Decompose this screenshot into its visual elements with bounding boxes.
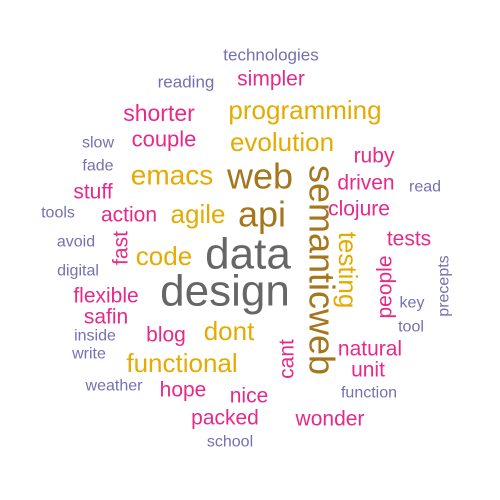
word-clojure: clojure: [328, 198, 390, 221]
word-hope: hope: [160, 379, 207, 402]
word-unit: unit: [351, 359, 385, 382]
word-design: design: [160, 267, 290, 316]
word-reading: reading: [158, 73, 215, 92]
word-couple: couple: [132, 127, 197, 152]
word-digital: digital: [57, 263, 99, 280]
word-natural: natural: [338, 338, 402, 361]
word-shorter: shorter: [123, 100, 195, 126]
word-action: action: [101, 204, 157, 227]
word-programming: programming: [228, 95, 381, 125]
word-functional: functional: [126, 348, 237, 378]
word-inside: inside: [74, 328, 116, 345]
word-stuff: stuff: [73, 181, 112, 204]
word-tool: tool: [398, 319, 424, 336]
word-write: write: [71, 346, 106, 363]
word-precepts: precepts: [436, 255, 453, 316]
word-nice: nice: [230, 385, 269, 408]
word-emacs: emacs: [131, 160, 213, 191]
word-blog: blog: [146, 324, 186, 347]
word-school: school: [207, 434, 253, 451]
word-tools: tools: [41, 205, 75, 222]
word-avoid: avoid: [57, 234, 95, 251]
word-packed: packed: [191, 407, 259, 430]
word-flexible: flexible: [73, 285, 138, 308]
word-simpler: simpler: [237, 68, 305, 91]
word-technologies: technologies: [223, 46, 318, 65]
word-wonder: wonder: [295, 408, 365, 431]
word-api: api: [238, 194, 286, 235]
word-driven: driven: [337, 172, 394, 195]
word-weather: weather: [85, 378, 144, 395]
word-dont: dont: [204, 316, 255, 346]
word-tests: tests: [387, 228, 431, 251]
word-fast: fast: [110, 231, 133, 265]
word-read: read: [409, 179, 441, 196]
word-evolution: evolution: [230, 127, 334, 157]
word-semanticweb: semanticweb: [302, 165, 343, 375]
word-function: function: [341, 385, 397, 402]
word-group: technologies reading simpler shorter program…: [41, 46, 452, 451]
word-safin: safin: [84, 306, 128, 329]
word-key: key: [400, 295, 425, 312]
word-testing: testing: [333, 232, 363, 309]
word-agile: agile: [171, 199, 226, 229]
word-people: people: [374, 255, 397, 318]
word-ruby: ruby: [354, 145, 395, 168]
word-code: code: [136, 241, 192, 271]
word-web: web: [226, 156, 293, 197]
word-data: data: [205, 230, 291, 279]
word-fade: fade: [82, 158, 113, 175]
word-cant: cant: [276, 339, 299, 379]
word-slow: slow: [82, 135, 114, 152]
